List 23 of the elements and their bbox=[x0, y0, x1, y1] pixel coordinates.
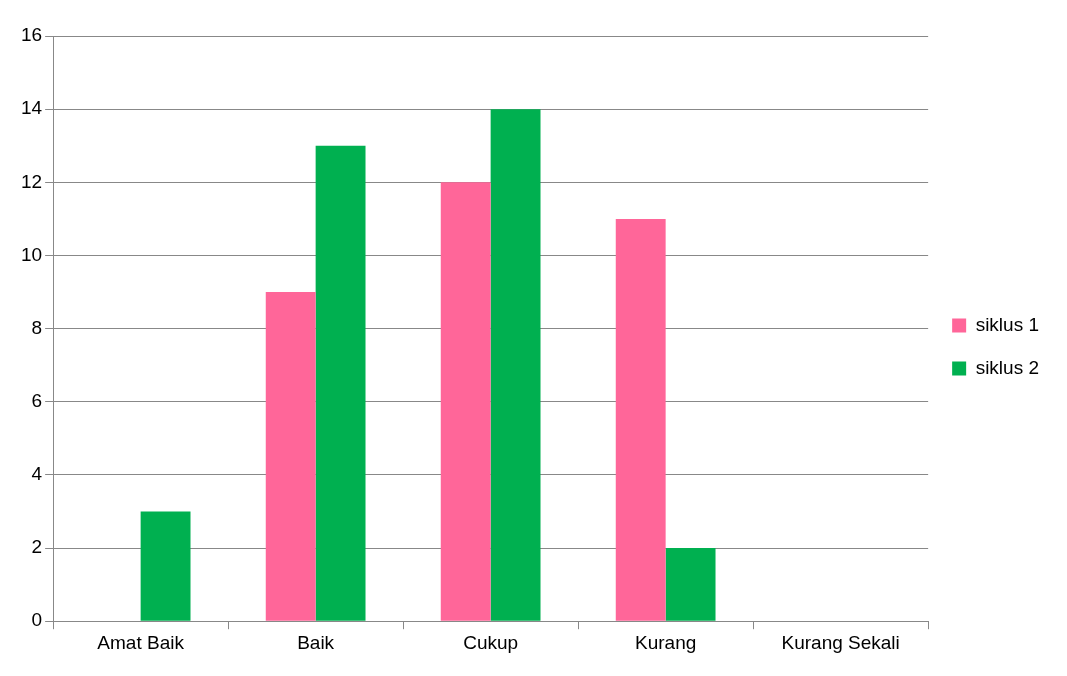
bar bbox=[140, 511, 191, 621]
bar bbox=[315, 145, 366, 621]
y-tick-label: 6 bbox=[31, 389, 43, 411]
x-tick-label: Amat Baik bbox=[97, 631, 185, 653]
legend-label: siklus 2 bbox=[975, 356, 1039, 378]
bar bbox=[615, 218, 666, 621]
x-tick-label: Cukup bbox=[463, 631, 519, 653]
y-tick-label: 16 bbox=[20, 24, 43, 46]
bar bbox=[265, 292, 316, 621]
legend-label: siklus 1 bbox=[975, 313, 1039, 335]
y-tick-label: 14 bbox=[20, 97, 43, 119]
bar bbox=[665, 548, 716, 621]
y-tick-label: 12 bbox=[20, 170, 43, 192]
y-tick-label: 8 bbox=[31, 316, 43, 338]
y-tick-label: 0 bbox=[31, 609, 43, 631]
x-tick-label: Baik bbox=[297, 631, 335, 653]
x-tick-label: Kurang bbox=[635, 631, 697, 653]
y-tick-label: 10 bbox=[20, 243, 43, 265]
y-tick-label: 2 bbox=[31, 536, 43, 558]
y-tick-label: 4 bbox=[31, 463, 43, 485]
bar bbox=[490, 109, 541, 621]
bar bbox=[440, 182, 491, 621]
x-tick-label: Kurang Sekali bbox=[781, 631, 900, 653]
